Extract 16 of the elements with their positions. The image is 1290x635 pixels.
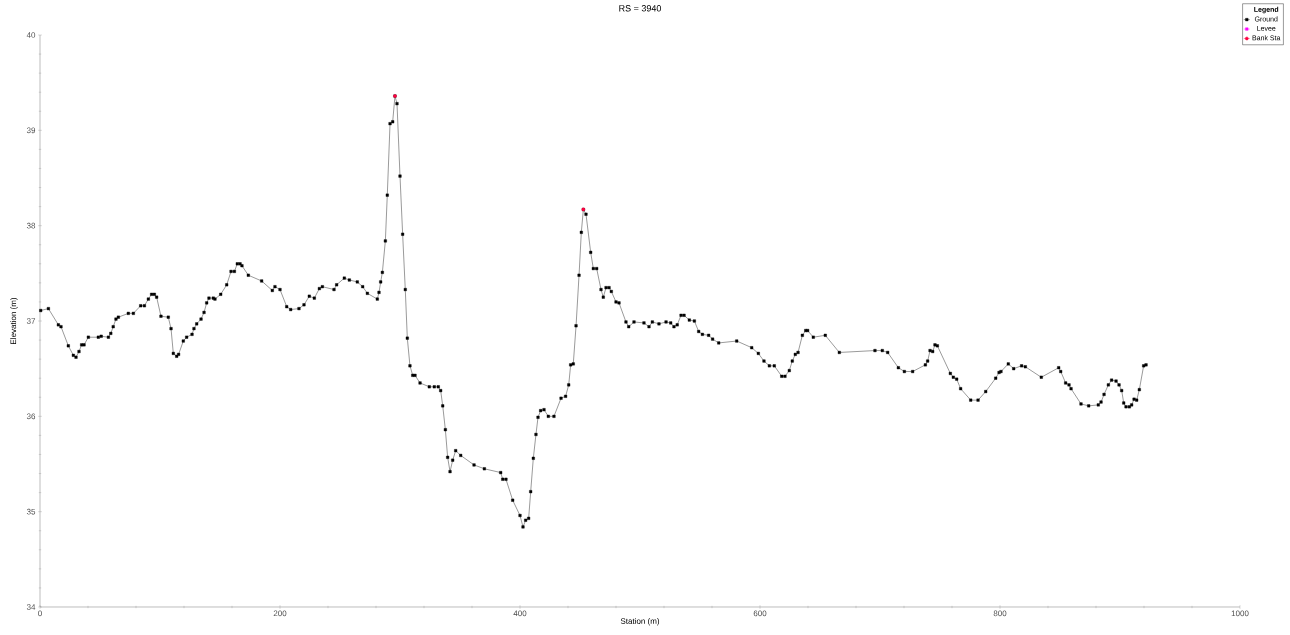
x-tick-label: 600 — [753, 610, 767, 617]
y-tick-label: 40 — [26, 32, 36, 38]
y-tick-label: 35 — [26, 508, 36, 515]
y-axis-title: Elevation (m) — [10, 297, 18, 344]
y-tick-label: 37 — [26, 318, 36, 324]
x-axis-title: Station (m) — [620, 618, 660, 626]
x-tick-label: 800 — [993, 610, 1007, 617]
x-tick-label: 200 — [273, 610, 287, 617]
x-tick-label: 1000 — [1231, 610, 1249, 617]
y-tick-label: 36 — [26, 413, 36, 420]
x-tick-label: 0 — [38, 610, 42, 617]
x-tick-label: 400 — [513, 610, 527, 617]
y-tick-label: 34 — [26, 604, 36, 610]
y-tick-label: 39 — [26, 127, 36, 134]
chart-title: RS = 3940 — [619, 5, 662, 12]
y-tick-label: 38 — [26, 222, 36, 229]
